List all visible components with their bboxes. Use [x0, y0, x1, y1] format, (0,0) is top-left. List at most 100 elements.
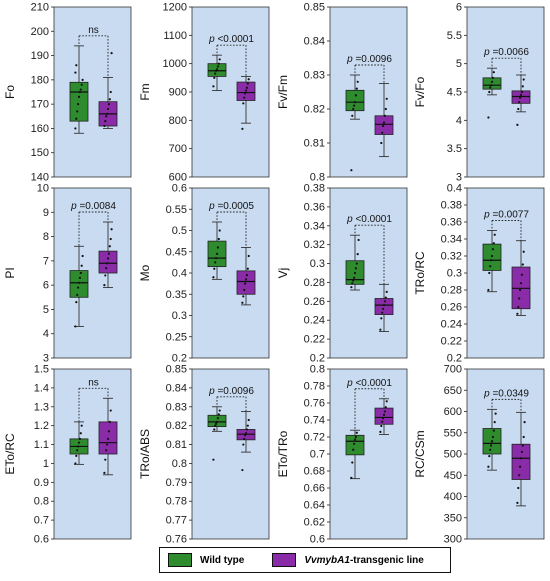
y-tick-label: 0.7 — [34, 515, 49, 527]
box — [345, 434, 365, 456]
data-point — [106, 112, 109, 115]
y-tick-label: 1100 — [163, 30, 187, 42]
data-point — [242, 295, 245, 298]
series-wild-type — [207, 221, 227, 280]
data-point — [106, 107, 110, 111]
series-wild-type — [345, 429, 365, 480]
data-point — [516, 123, 519, 126]
data-point — [385, 290, 388, 293]
y-tick-label: 350 — [444, 512, 462, 524]
data-point — [520, 450, 524, 453]
p-value: =0.0084 — [77, 201, 117, 212]
p-value: <0.0001 — [353, 378, 393, 389]
legend-label-transgenic-gene: VvmybA1 — [304, 554, 350, 566]
series-wild-type — [207, 54, 227, 92]
data-point — [74, 127, 77, 130]
data-point — [488, 455, 491, 458]
y-tick-label: 0.3 — [310, 258, 325, 270]
significance-bracket: ns — [78, 377, 109, 422]
data-point — [106, 443, 109, 446]
data-point — [383, 410, 386, 413]
y-tick-label: 0.6 — [34, 534, 49, 546]
y-tick-label: 600 — [169, 172, 187, 184]
data-point — [517, 305, 520, 309]
y-tick-label: 0.26 — [441, 302, 462, 314]
y-tick-label: 0.38 — [441, 200, 462, 212]
significance-bracket: p =0.0096 — [208, 386, 254, 412]
data-point — [516, 312, 519, 315]
data-point — [241, 468, 244, 472]
data-point — [490, 80, 494, 83]
data-point — [77, 281, 81, 284]
data-point — [244, 92, 247, 95]
y-tick-label: 0.78 — [304, 381, 325, 393]
data-point — [382, 304, 386, 307]
data-point — [244, 89, 248, 92]
y-tick-label: 0.83 — [304, 70, 325, 82]
data-point — [105, 449, 108, 452]
y-tick-label: 170 — [31, 99, 49, 111]
data-point — [519, 93, 523, 96]
data-point — [492, 242, 495, 245]
data-point — [383, 300, 386, 303]
y-tick-label: 0.4 — [172, 268, 187, 280]
boxplot-figure: 140 150 160 170 180 190 200 210 Fo ns 600 700 800 900… — [3, 2, 545, 546]
box — [511, 443, 531, 480]
y-tick-label: 0.76 — [304, 398, 325, 410]
legend: Wild type VvmybA1-transgenic line — [159, 547, 451, 573]
data-point — [215, 422, 218, 425]
panel-fv-fo: 3 3.5 4 4.5 5 5.5 6 Fv/Fo p =0.0066 — [413, 2, 545, 184]
data-point — [104, 120, 107, 123]
data-point — [109, 237, 112, 241]
series-transgenic — [98, 52, 118, 129]
significance-bracket: p =0.0096 — [346, 54, 392, 84]
data-point — [380, 317, 383, 320]
data-point — [77, 103, 80, 106]
panel-fo: 140 150 160 170 180 190 200 210 Fo ns — [3, 2, 132, 184]
data-point — [110, 228, 113, 231]
significance-label: p =0.0349 — [483, 388, 529, 399]
data-point — [522, 250, 525, 253]
y-tick-label: 0.26 — [304, 296, 325, 308]
data-point — [108, 245, 111, 248]
data-point — [78, 437, 81, 440]
y-tick-label: 5 — [456, 58, 462, 70]
significance-bracket: p =0.0349 — [483, 388, 529, 413]
data-point — [490, 259, 493, 262]
data-point — [518, 101, 521, 104]
data-point — [218, 409, 221, 412]
data-point — [490, 444, 493, 447]
data-point — [487, 116, 490, 119]
data-point — [380, 424, 383, 428]
significance-label: p =0.0084 — [70, 201, 116, 212]
y-tick-label: 0.76 — [166, 534, 187, 546]
panel-background — [329, 187, 408, 359]
panel-background — [53, 368, 132, 540]
y-axis-label: ETo/RC — [3, 433, 17, 475]
series-transgenic — [511, 240, 531, 316]
y-tick-label: 3 — [456, 172, 462, 184]
y-tick-label: 300 — [444, 534, 462, 546]
y-tick-label: 700 — [169, 143, 187, 155]
data-point — [353, 271, 357, 275]
p-symbol: p — [346, 378, 353, 389]
y-tick-label: 0.85 — [304, 2, 325, 14]
data-point — [245, 274, 248, 277]
y-axis-label: TRo/ABS — [138, 429, 152, 479]
y-tick-label: 10 — [37, 183, 49, 195]
data-point — [492, 429, 495, 432]
data-point — [106, 262, 109, 265]
y-tick-label: 0.32 — [441, 251, 462, 263]
y-tick-label: 0.25 — [166, 331, 187, 343]
y-tick-label: 210 — [31, 2, 49, 14]
data-point — [521, 85, 524, 88]
y-tick-label: 1000 — [163, 58, 187, 70]
y-tick-label: 500 — [444, 449, 462, 461]
y-tick-label: 160 — [31, 123, 49, 135]
data-point — [242, 443, 245, 446]
y-tick-label: 0.82 — [166, 420, 187, 432]
data-point — [353, 442, 356, 445]
panel-fv-fm: 0.8 0.81 0.82 0.83 0.84 0.85 Fv/Fm p =0.0096 — [276, 2, 408, 190]
p-symbol: p — [208, 386, 215, 397]
